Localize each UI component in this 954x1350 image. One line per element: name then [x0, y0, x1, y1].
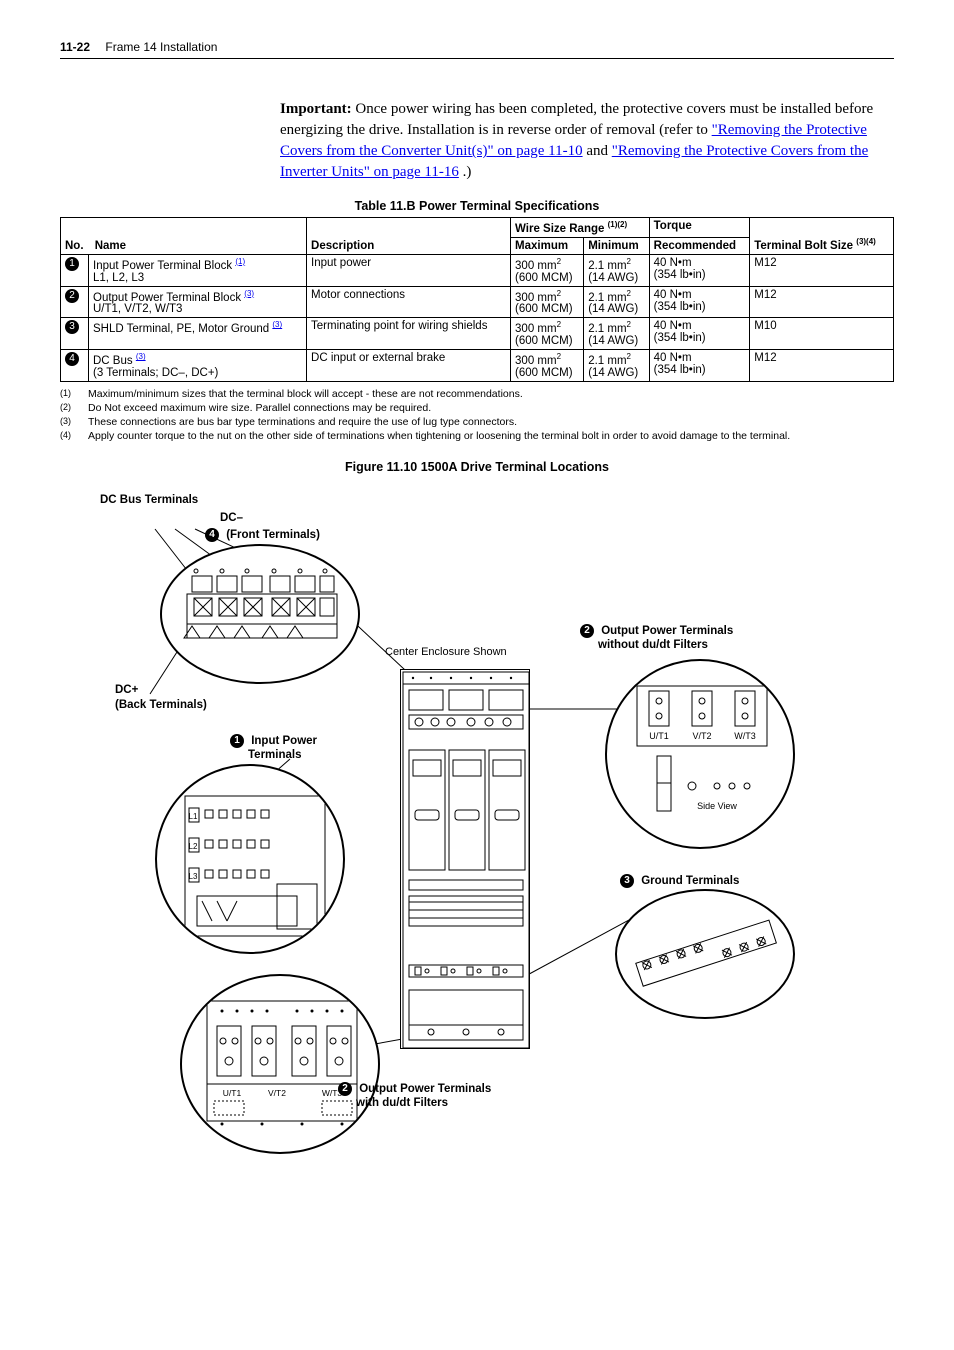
- svg-text:Side View: Side View: [697, 801, 737, 811]
- callout-output-without: 2 Output Power Terminals: [580, 624, 733, 638]
- footnote: (3)These connections are bus bar type te…: [60, 416, 894, 428]
- table-row: 4DC Bus (3)(3 Terminals; DC–, DC+)DC inp…: [61, 350, 894, 382]
- svg-text:U/T1: U/T1: [649, 731, 669, 741]
- detail-dc-bus: [160, 544, 360, 684]
- callout-ground: 3 Ground Terminals: [620, 874, 739, 888]
- svg-text:W/T3: W/T3: [734, 731, 756, 741]
- bullet-1: 1: [230, 734, 244, 748]
- section-title: Frame 14 Installation: [105, 40, 217, 54]
- footnote: (4)Apply counter torque to the nut on th…: [60, 430, 894, 442]
- important-note: Important: Once power wiring has been co…: [280, 99, 894, 183]
- detail-output-with: U/T1 V/T2 W/T3: [180, 974, 380, 1154]
- table-row: 1Input Power Terminal Block (1)L1, L2, L…: [61, 254, 894, 286]
- page-number: 11-22: [60, 40, 90, 54]
- th-no: No.: [65, 240, 84, 252]
- bullet-2-b: 2: [338, 1082, 352, 1096]
- svg-text:V/T2: V/T2: [268, 1088, 286, 1098]
- power-terminal-spec-table: No. Name Description Wire Size Range (1)…: [60, 217, 894, 382]
- th-torque: Torque: [649, 218, 750, 238]
- th-max: Maximum: [511, 237, 584, 254]
- callout-output-with: 2 Output Power Terminals: [338, 1082, 491, 1096]
- footnote: (1)Maximum/minimum sizes that the termin…: [60, 388, 894, 400]
- bullet-2-a: 2: [580, 624, 594, 638]
- important-text-2: and: [586, 143, 611, 159]
- bullet-3: 3: [620, 874, 634, 888]
- th-min: Minimum: [584, 237, 649, 254]
- callout-with-dudt: with du/dt Filters: [356, 1097, 448, 1109]
- callout-front-terminals: 4 (Front Terminals): [205, 528, 320, 542]
- callout-center-enclosure: Center Enclosure Shown: [385, 646, 507, 658]
- th-bolt-sup: (3)(4): [856, 237, 876, 246]
- svg-text:L3: L3: [189, 872, 198, 881]
- table-row: 3SHLD Terminal, PE, Motor Ground (3)Term…: [61, 318, 894, 350]
- detail-input-power: L1 L2 L3: [155, 764, 345, 954]
- svg-text:L1: L1: [189, 812, 198, 821]
- page-header: 11-22 Frame 14 Installation: [60, 40, 894, 59]
- callout-dc-bus: DC Bus Terminals: [100, 494, 198, 506]
- callout-without-dudt: without du/dt Filters: [598, 639, 708, 651]
- svg-text:L2: L2: [189, 842, 198, 851]
- important-text-3: .): [463, 164, 472, 180]
- center-enclosure: [400, 669, 530, 1049]
- th-wire: Wire Size Range: [515, 223, 604, 235]
- callout-terminals-a: Terminals: [248, 749, 301, 761]
- callout-back-terminals: (Back Terminals): [115, 699, 207, 711]
- terminal-locations-diagram: DC Bus Terminals DC– 4 (Front Terminals): [60, 484, 894, 1164]
- detail-ground: [615, 889, 795, 1019]
- callout-dc-plus: DC+: [115, 684, 138, 696]
- figure-title: Figure 11.10 1500A Drive Terminal Locati…: [60, 460, 894, 474]
- detail-output-without: U/T1 V/T2 W/T3 Side View: [605, 659, 795, 849]
- svg-text:V/T2: V/T2: [692, 731, 711, 741]
- table-title: Table 11.B Power Terminal Specifications: [60, 199, 894, 213]
- callout-input-power: 1 Input Power: [230, 734, 317, 748]
- th-bolt: Terminal Bolt Size: [754, 240, 853, 252]
- th-rec: Recommended: [649, 237, 750, 254]
- footnotes: (1)Maximum/minimum sizes that the termin…: [60, 388, 894, 442]
- important-label: Important:: [280, 101, 352, 117]
- th-desc: Description: [307, 218, 511, 255]
- footnote: (2)Do Not exceed maximum wire size. Para…: [60, 402, 894, 414]
- th-wire-sup: (1)(2): [608, 220, 628, 229]
- th-name: Name: [95, 240, 126, 252]
- table-row: 2Output Power Terminal Block (3)U/T1, V/…: [61, 286, 894, 318]
- bullet-4-a: 4: [205, 528, 219, 542]
- callout-dc-minus: DC–: [220, 512, 243, 524]
- svg-text:U/T1: U/T1: [223, 1088, 242, 1098]
